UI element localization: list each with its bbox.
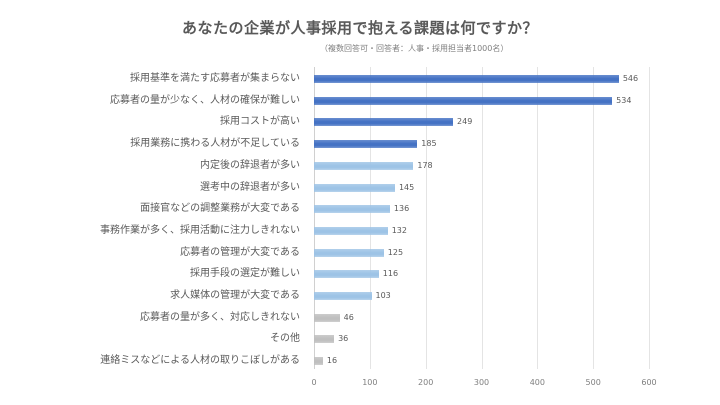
x-tick-label: 300 [473,378,490,387]
gridline [425,67,427,369]
x-tick-label: 200 [418,378,434,387]
x-tick-label: 100 [362,378,378,387]
category-label: 選考中の辞退者が多い [200,181,300,193]
chart-title: あなたの企業が人事採用で抱える課題は何ですか？ [181,19,539,37]
bar [314,96,613,105]
bar [314,248,384,257]
data-label: 145 [398,182,415,192]
category-label: 面接官などの調整業務が大変である [140,203,300,215]
category-label: 応募者の管理が大変である [180,246,300,258]
bar-row: 応募者の量が少なく、人材の確保が難しい 534 [0,94,720,108]
category-label: 応募者の量が少なく、人材の確保が難しい [110,94,300,106]
data-label: 132 [391,225,407,235]
gridline [537,67,539,369]
bar [314,226,388,235]
bar-row: 選考中の辞退者が多い 145 [0,181,720,195]
data-label: 46 [343,312,354,322]
bar [314,313,340,322]
data-label: 103 [375,291,391,300]
category-label: 採用手段の選定が難しい [190,268,300,280]
bar [314,140,418,149]
y-axis-line [314,67,315,369]
bar-row: 採用業務に携わる人材が不足している 185 [0,137,720,151]
bar-row: 採用コストが高い 249 [0,115,720,129]
bar-row: 採用基準を満たす応募者が集まらない 546 [0,72,720,86]
category-label: その他 [270,333,300,345]
data-label: 185 [421,139,437,149]
data-label: 116 [382,269,399,279]
data-label: 136 [393,204,410,214]
bar [314,270,379,279]
bar-row: 事務作業が多く、採用活動に注力しきれない 132 [0,224,720,238]
gridline [481,67,483,369]
category-label: 事務作業が多く、採用活動に注力しきれない [100,224,300,236]
data-label: 534 [616,95,632,105]
category-label: 採用基準を満たす応募者が集まらない [130,73,300,84]
bar [314,183,395,192]
gridline [649,67,650,369]
gridline [369,67,371,369]
category-label: 採用業務に携わる人材が不足している [130,138,300,150]
bar [314,205,390,214]
bar [314,118,454,127]
gridline [593,67,595,369]
bar-row: 応募者の量が多く、対応しきれない 46 [0,311,720,325]
data-label: 546 [622,74,639,83]
data-label: 249 [457,117,473,127]
data-label: 125 [387,247,404,257]
bar [314,292,372,300]
bar [314,357,323,366]
category-label: 採用コストが高い [220,116,300,128]
x-tick-label: 400 [529,378,545,387]
x-tick-label: 0 [311,378,317,387]
category-label: 内定後の辞退者が多い [200,159,300,171]
bar-row: 応募者の管理が大変である 125 [0,246,720,260]
category-label: 連絡ミスなどによる人材の取りこぼしがある [100,355,300,367]
bar [314,161,414,170]
bar-row: 採用手段の選定が難しい 116 [0,267,720,281]
x-tick-label: 500 [585,378,601,387]
bar-row: 求人媒体の管理が大変である 103 [0,289,720,303]
bar-row: 内定後の辞退者が多い 178 [0,159,720,173]
bar-row: 連絡ミスなどによる人材の取りこぼしがある 16 [0,354,720,368]
bar [314,75,619,83]
plot-area: 採用基準を満たす応募者が集まらない 546 応募者の量が少なく、人材の確保が難しい 5… [100,67,654,369]
data-label: 178 [417,160,433,170]
category-label: 応募者の量が多く、対応しきれない [140,311,300,323]
chart-subtitle: （複数回答可・回答者：人事・採用担当者1000名） [320,44,509,53]
bar-row: その他 36 [0,332,720,346]
bar [314,335,335,344]
data-label: 16 [326,356,338,366]
category-label: 求人媒体の管理が大変である [170,290,300,301]
data-label: 36 [338,334,349,344]
x-tick-label: 600 [641,378,657,387]
bar-row: 面接官などの調整業務が大変である 136 [0,202,720,216]
